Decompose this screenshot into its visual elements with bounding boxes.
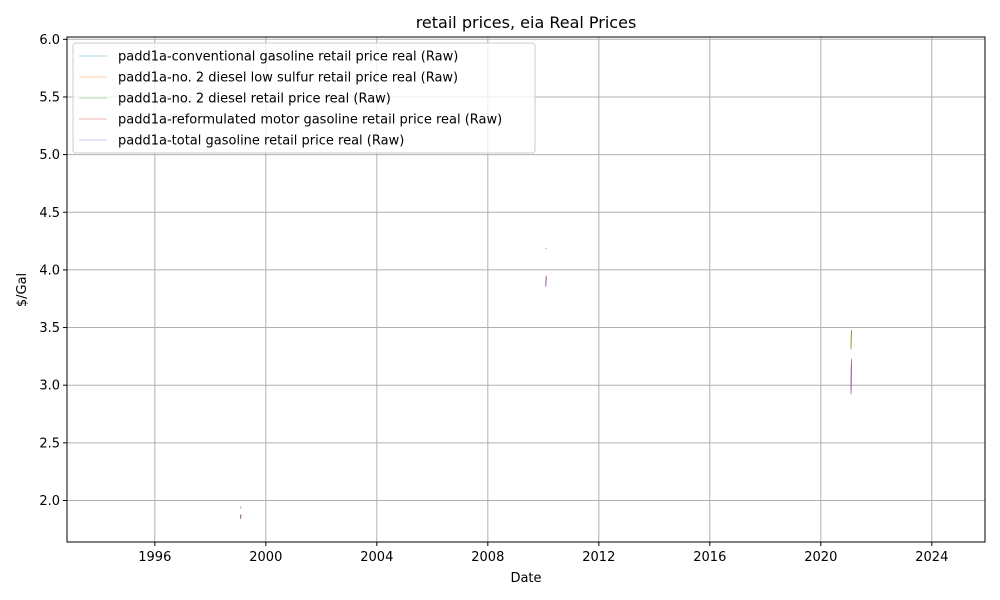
- legend: padd1a-conventional gasoline retail pric…: [72, 42, 536, 154]
- legend-label: padd1a-conventional gasoline retail pric…: [118, 50, 458, 65]
- y-tick-label: 2.5: [39, 436, 60, 451]
- series-lines: [239, 247, 853, 520]
- legend-label: padd1a-reformulated motor gasoline retai…: [118, 113, 502, 128]
- y-tick-label: 5.0: [39, 148, 60, 163]
- x-tick-label: 2020: [804, 550, 837, 565]
- series-line: [239, 276, 853, 519]
- x-tick-label: 2024: [915, 550, 948, 565]
- legend-label: padd1a-no. 2 diesel low sulfur retail pr…: [118, 71, 458, 86]
- series-segment: [850, 329, 853, 350]
- series-segment: [239, 514, 242, 519]
- chart-title: retail prices, eia Real Prices: [416, 13, 637, 32]
- series-segment: [545, 247, 547, 250]
- y-tick-label: 3.5: [39, 321, 60, 336]
- series-line: [545, 247, 853, 349]
- x-tick-label: 1996: [138, 550, 171, 565]
- y-tick-label: 3.0: [39, 379, 60, 394]
- x-tick-label: 2000: [249, 550, 282, 565]
- y-tick-label: 4.5: [39, 206, 60, 221]
- y-tick-label: 2.0: [39, 494, 60, 509]
- x-axis-label: Date: [510, 571, 541, 586]
- legend-label: padd1a-total gasoline retail price real …: [118, 134, 404, 149]
- series-segment: [850, 360, 853, 395]
- x-tick-label: 2008: [471, 550, 504, 565]
- y-tick-label: 4.0: [39, 263, 60, 278]
- series-segment: [545, 276, 547, 288]
- series-segment: [239, 506, 242, 509]
- grid: [67, 37, 985, 542]
- legend-label: padd1a-no. 2 diesel retail price real (R…: [118, 92, 391, 107]
- y-tick-label: 6.0: [39, 33, 60, 48]
- x-tick-label: 2004: [360, 550, 393, 565]
- plot-frame: [66, 36, 986, 543]
- series-line: [239, 277, 853, 520]
- x-tick-label: 2016: [693, 550, 726, 565]
- x-ticks: 1996 2000 2004 2008 2012 2016 2020 2024: [138, 542, 948, 565]
- series-line: [239, 275, 853, 518]
- y-axis-label: $/Gal: [15, 273, 30, 307]
- y-ticks: 2.0 2.5 3.0 3.5 4.0 4.5 5.0 5.5 6.0: [39, 33, 67, 509]
- series-line: [239, 247, 853, 509]
- x-tick-label: 2012: [582, 550, 615, 565]
- y-tick-label: 5.5: [39, 90, 60, 105]
- legend-box: [72, 42, 536, 154]
